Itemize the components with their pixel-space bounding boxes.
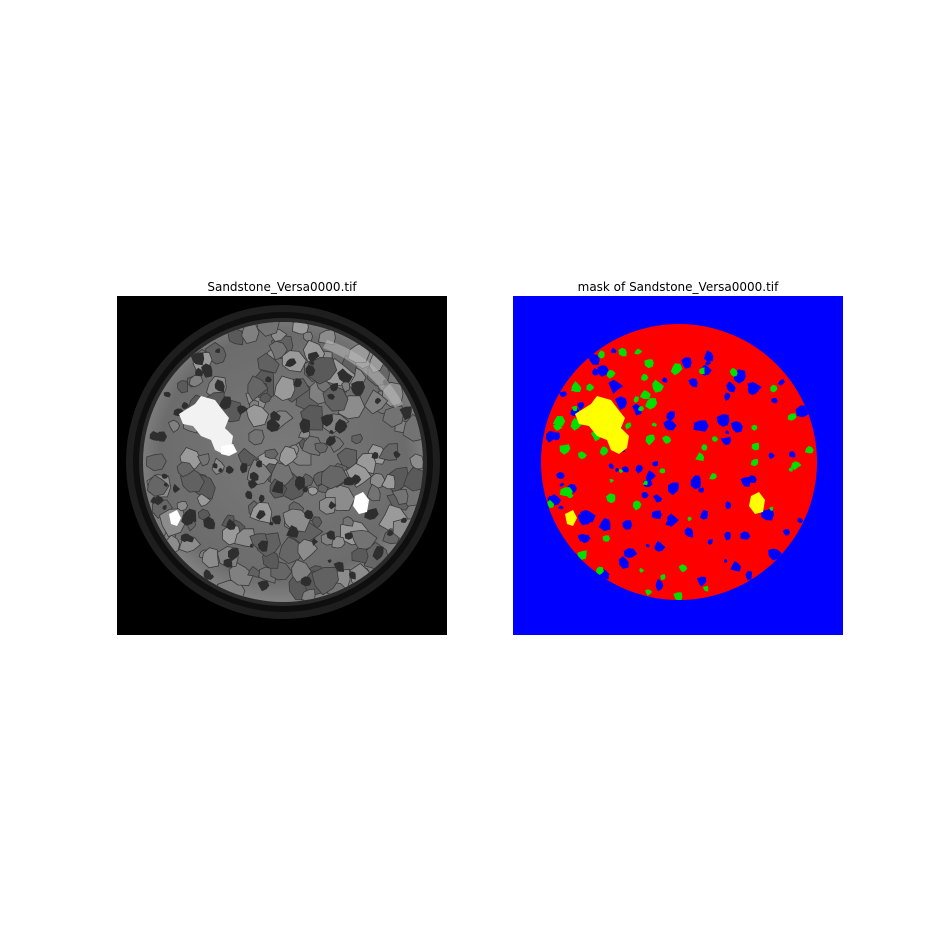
right-panel-title: mask of Sandstone_Versa0000.tif: [513, 280, 843, 294]
ct-slice-image: [117, 296, 447, 635]
left-panel-title: Sandstone_Versa0000.tif: [117, 280, 447, 294]
mask-image: [513, 296, 843, 635]
